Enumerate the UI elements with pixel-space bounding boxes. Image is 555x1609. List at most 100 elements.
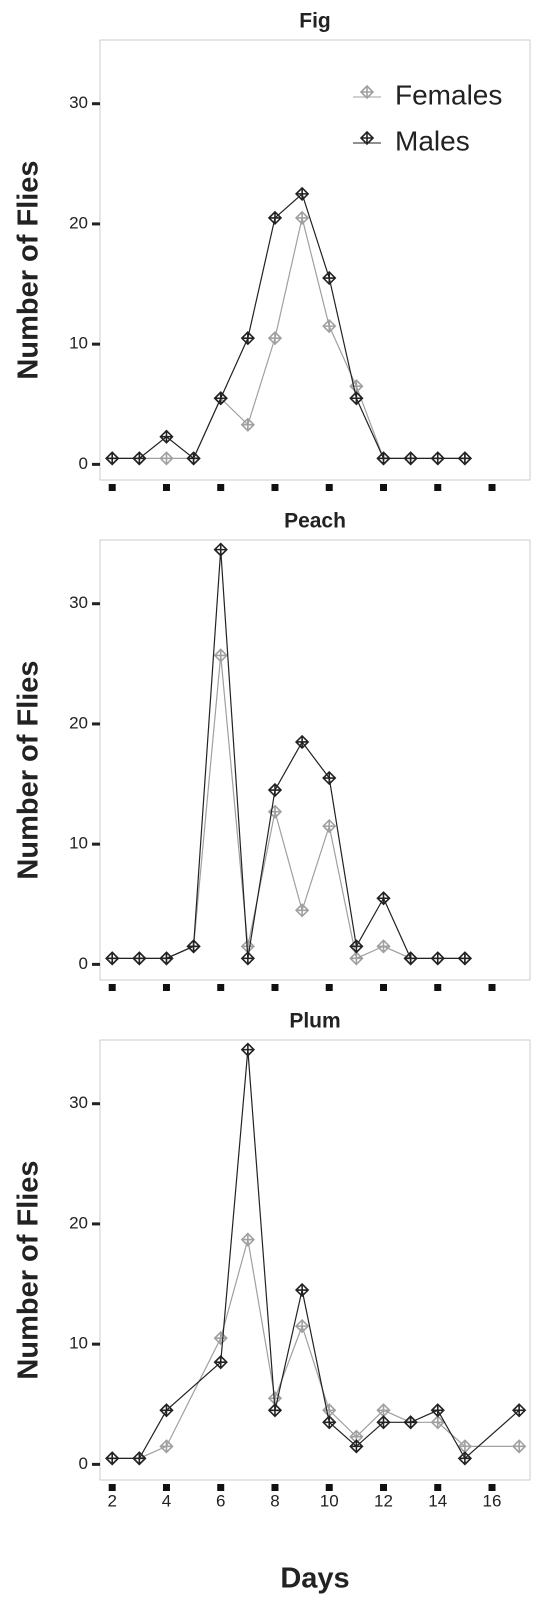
marker xyxy=(430,1403,445,1418)
marker xyxy=(240,1232,255,1247)
marker xyxy=(322,818,337,834)
marker xyxy=(267,331,283,346)
x-tick xyxy=(380,484,388,491)
x-tick xyxy=(162,1484,170,1491)
x-tick xyxy=(488,484,496,491)
marker-shape xyxy=(294,1318,310,1334)
marker-shape xyxy=(457,451,473,466)
legend-marker xyxy=(359,84,375,100)
marker-shape xyxy=(267,210,283,226)
plot-frame xyxy=(99,39,531,481)
marker-shape xyxy=(322,270,337,286)
x-tick-label: 10 xyxy=(320,1491,339,1510)
marker-shape xyxy=(430,951,445,966)
marker xyxy=(294,186,310,202)
x-tick xyxy=(162,484,170,491)
marker xyxy=(376,891,391,906)
marker-shape xyxy=(105,1451,120,1466)
marker-shape xyxy=(132,1451,147,1466)
marker xyxy=(132,1451,147,1466)
x-tick xyxy=(434,484,442,491)
x-tick xyxy=(108,484,116,491)
marker-shape xyxy=(322,818,337,834)
legend-label: Males xyxy=(395,125,470,156)
x-tick xyxy=(380,984,388,991)
marker-shape xyxy=(186,939,201,954)
marker-shape xyxy=(403,451,418,466)
marker xyxy=(322,318,337,334)
marker xyxy=(430,451,445,466)
marker xyxy=(132,951,147,966)
y-axis-label: Number of Flies xyxy=(13,660,45,879)
y-axis-label: Number of Flies xyxy=(13,1160,45,1379)
marker xyxy=(457,451,473,466)
marker xyxy=(403,1415,418,1430)
marker xyxy=(240,1042,255,1057)
marker-shape xyxy=(359,84,375,100)
marker-shape xyxy=(294,734,310,750)
marker-shape xyxy=(457,951,473,966)
panel-title: Plum xyxy=(289,1010,340,1033)
marker-shape xyxy=(159,1403,174,1418)
legend-label: Females xyxy=(395,79,502,110)
x-tick xyxy=(271,484,279,491)
marker-shape xyxy=(186,451,201,466)
marker xyxy=(322,1415,337,1430)
x-tick xyxy=(271,1484,279,1491)
x-tick xyxy=(217,984,225,991)
marker-shape xyxy=(376,1415,391,1430)
marker-shape xyxy=(512,1439,527,1454)
marker-shape xyxy=(349,951,364,966)
marker-shape xyxy=(240,417,255,432)
y-tick-label: 0 xyxy=(79,1454,88,1473)
marker xyxy=(132,451,147,466)
marker-shape xyxy=(322,1415,337,1430)
marker xyxy=(159,429,174,444)
x-tick xyxy=(434,1484,442,1491)
marker-shape xyxy=(430,1403,445,1418)
marker-shape xyxy=(105,451,120,466)
marker xyxy=(267,1403,283,1418)
marker-shape xyxy=(430,1415,445,1430)
marker xyxy=(294,903,310,918)
y-tick-label: 10 xyxy=(69,334,88,353)
marker xyxy=(105,951,120,966)
marker xyxy=(512,1403,527,1418)
marker xyxy=(294,210,310,226)
plot-frame xyxy=(99,1039,531,1481)
marker-shape xyxy=(294,1282,310,1298)
y-tick-label: 30 xyxy=(69,593,88,612)
y-axis-label: Number of Flies xyxy=(13,160,45,379)
x-tick xyxy=(380,1484,388,1491)
marker xyxy=(186,939,201,954)
x-tick xyxy=(108,1484,116,1491)
y-tick-label: 20 xyxy=(69,1213,88,1232)
marker-shape xyxy=(512,1403,527,1418)
marker-shape xyxy=(159,429,174,444)
marker xyxy=(213,1331,228,1346)
panel-title: Fig xyxy=(299,10,331,33)
marker xyxy=(349,939,364,954)
marker xyxy=(267,210,283,226)
marker-shape xyxy=(159,951,174,966)
x-tick xyxy=(488,1484,496,1491)
marker-shape xyxy=(159,1439,174,1454)
x-tick xyxy=(325,484,333,491)
marker-shape xyxy=(213,1355,228,1370)
marker xyxy=(403,451,418,466)
marker xyxy=(349,391,364,406)
marker xyxy=(240,417,255,432)
marker-shape xyxy=(240,1042,255,1057)
marker xyxy=(430,951,445,966)
legend-marker xyxy=(359,130,375,146)
marker xyxy=(213,1355,228,1370)
marker-shape xyxy=(105,951,120,966)
marker xyxy=(349,1439,364,1454)
marker-shape xyxy=(159,451,174,466)
marker-shape xyxy=(294,186,310,202)
marker xyxy=(105,451,120,466)
marker-shape xyxy=(240,1232,255,1247)
marker-shape xyxy=(240,331,255,346)
marker-shape xyxy=(376,891,391,906)
